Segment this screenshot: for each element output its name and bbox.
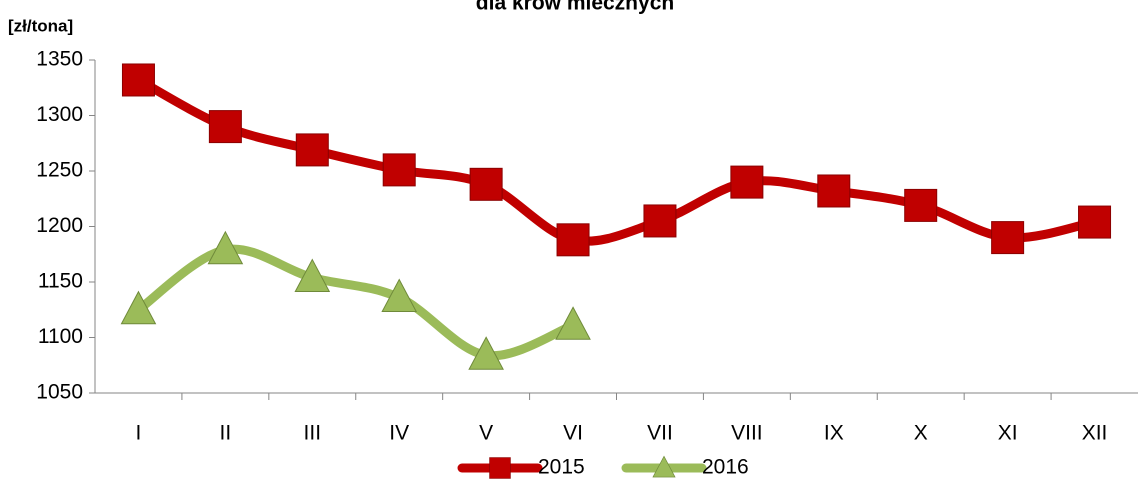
x-tick-label: III xyxy=(304,422,322,445)
y-tick-label: 1150 xyxy=(38,270,83,293)
y-tick-label: 1250 xyxy=(36,159,83,182)
x-tick-label: VIII xyxy=(731,422,763,445)
y-tick-label: 1050 xyxy=(36,381,83,404)
legend-marker xyxy=(489,457,511,479)
y-axis-label: [zł/tona] xyxy=(8,16,73,35)
legend-label: 2016 xyxy=(702,456,749,479)
chart-title: dla krów mlecznych xyxy=(476,0,674,15)
point-marker xyxy=(555,306,591,340)
point-marker xyxy=(556,223,590,257)
point-marker xyxy=(382,153,416,187)
point-marker xyxy=(469,167,503,201)
point-marker xyxy=(991,221,1025,255)
point-marker xyxy=(643,204,677,238)
x-tick-label: XII xyxy=(1082,422,1108,445)
x-tick-label: IV xyxy=(389,422,409,445)
point-marker xyxy=(121,63,155,97)
x-tick-label: I xyxy=(136,422,142,445)
y-tick-label: 1100 xyxy=(38,325,83,348)
x-tick-label: XI xyxy=(998,422,1018,445)
point-marker xyxy=(381,278,418,313)
legend-label: 2015 xyxy=(538,456,585,479)
x-tick-label: II xyxy=(220,422,232,445)
y-tick-label: 1200 xyxy=(36,214,83,237)
point-marker xyxy=(208,110,242,144)
x-tick-label: VI xyxy=(563,422,583,445)
x-tick-label: X xyxy=(914,422,928,445)
point-marker xyxy=(120,290,157,325)
point-marker xyxy=(904,188,938,222)
point-marker xyxy=(207,230,244,265)
point-marker xyxy=(730,165,764,199)
series-line xyxy=(133,244,578,361)
series-line xyxy=(133,75,1100,246)
y-tick-label: 1350 xyxy=(36,48,83,71)
y-tick-label: 1300 xyxy=(36,103,83,126)
point-marker xyxy=(468,336,504,370)
point-marker xyxy=(1078,205,1112,239)
x-tick-label: IX xyxy=(824,422,844,445)
point-marker xyxy=(294,258,331,293)
point-marker xyxy=(295,133,329,167)
x-tick-label: VII xyxy=(647,422,673,445)
point-marker xyxy=(817,174,851,208)
legend-marker xyxy=(652,455,676,478)
x-tick-label: V xyxy=(479,422,493,445)
